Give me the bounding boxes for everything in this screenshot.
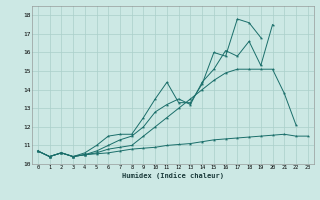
X-axis label: Humidex (Indice chaleur): Humidex (Indice chaleur): [122, 172, 224, 179]
